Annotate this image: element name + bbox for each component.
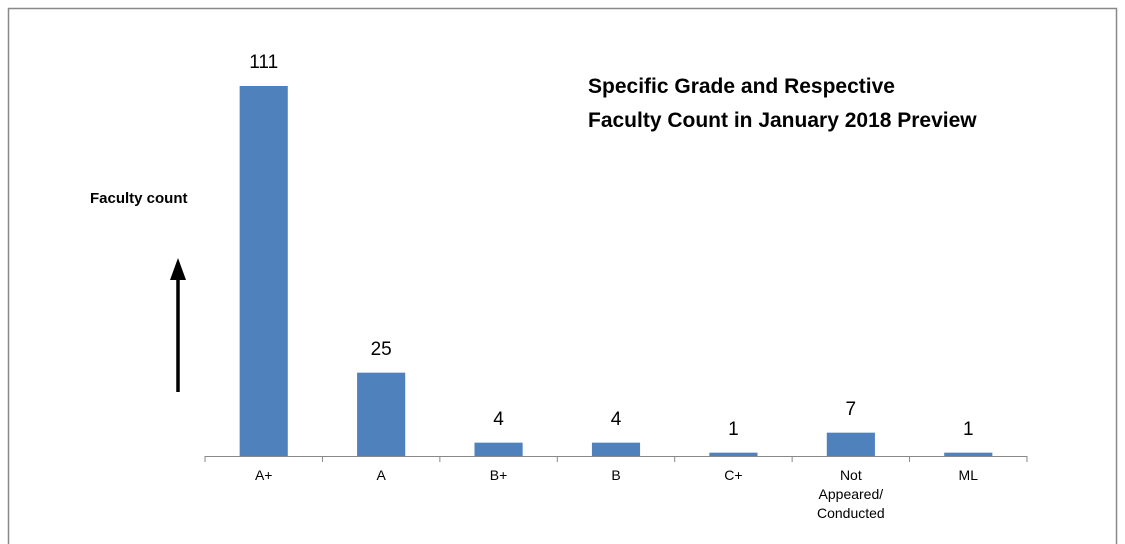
x-tick-label: B (611, 467, 621, 483)
arrow-head (170, 258, 186, 280)
x-tick-label: ML (958, 467, 978, 483)
chart-title: Specific Grade and Respective (588, 75, 895, 98)
bar (826, 432, 875, 456)
chart-border (7, 7, 1118, 544)
chart-title: Faculty Count in January 2018 Preview (588, 109, 977, 132)
x-tick-label: C+ (724, 467, 743, 483)
x-tick-label: A+ (254, 467, 273, 483)
data-label: 111 (249, 52, 279, 73)
x-tick-label: Not Appeared/ Conducted (816, 467, 885, 521)
data-label: 25 (370, 338, 392, 360)
data-label: 1 (962, 418, 974, 440)
data-label: 7 (845, 398, 857, 420)
bar (239, 86, 288, 456)
x-tick-label: B+ (489, 467, 508, 483)
data-label: 4 (610, 408, 622, 430)
bar (591, 442, 641, 456)
bar (944, 452, 993, 456)
y-axis-label: Faculty count (90, 190, 188, 207)
bar (709, 452, 758, 456)
data-label: 1 (728, 418, 739, 440)
data-label: 4 (493, 408, 504, 430)
x-tick-label: A (376, 467, 386, 483)
bar (474, 442, 523, 456)
bar (357, 372, 406, 456)
